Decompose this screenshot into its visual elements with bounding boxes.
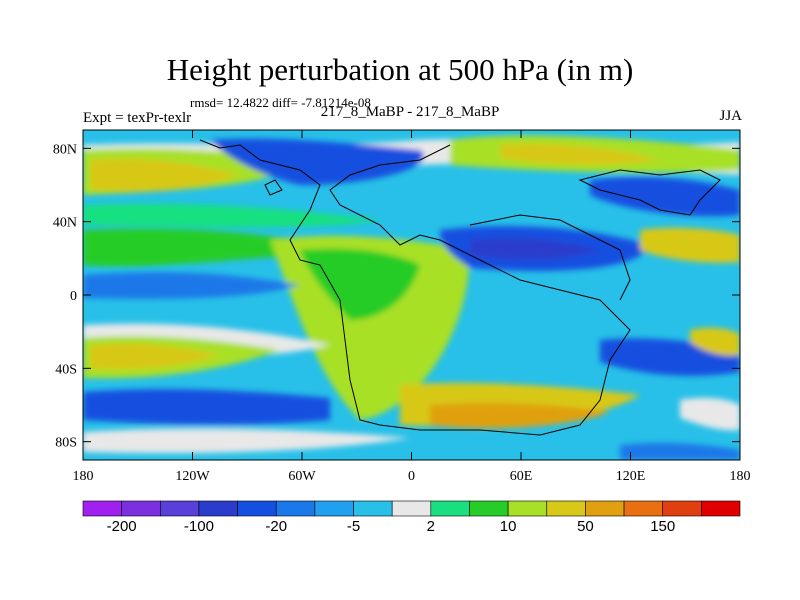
- y-tick-label: 40S: [55, 362, 77, 377]
- colorbar-label: -20: [265, 518, 287, 535]
- colorbar-swatch: [275, 500, 316, 517]
- colorbar-swatch: [623, 500, 664, 517]
- chart-title: Height perturbation at 500 hPa (in m): [166, 52, 634, 87]
- colorbar-swatch: [237, 500, 277, 517]
- x-tick-label: 60W: [288, 469, 316, 484]
- experiment-label: Expt = texPr-texlr: [83, 110, 192, 126]
- x-tick-label: 180: [73, 469, 94, 484]
- colorbar-label: 2: [427, 518, 435, 535]
- y-axis: 80N 40N 0 40S 80S: [53, 142, 740, 451]
- colorbar-label: -200: [107, 518, 137, 535]
- colorbar-label: 50: [577, 518, 594, 535]
- colorbar-swatch: [469, 500, 509, 517]
- colorbar-swatch: [82, 500, 122, 517]
- stats-line: rmsd= 12.4822 diff= -7.81214e-08: [190, 95, 371, 110]
- colorbar-swatch: [430, 500, 470, 517]
- y-tick-label: 80N: [53, 142, 77, 157]
- y-tick-label: 80S: [55, 436, 77, 451]
- colorbar-swatch: [585, 500, 625, 517]
- colorbar-label: -100: [184, 518, 214, 535]
- x-tick-label: 120E: [616, 469, 646, 484]
- x-tick-label: 180: [730, 469, 751, 484]
- colorbar-label: 150: [650, 518, 675, 535]
- colorbar-swatch: [701, 500, 741, 517]
- x-tick-label: 120W: [175, 469, 210, 484]
- colorbar: -200 -100 -20 -5 2 10 50 150: [82, 500, 741, 535]
- x-tick-label: 60E: [510, 469, 533, 484]
- colorbar-swatch: [662, 500, 702, 517]
- colorbar-swatch: [121, 500, 161, 517]
- colorbar-swatch: [159, 500, 200, 517]
- colorbar-swatch: [391, 500, 432, 517]
- colorbar-swatch: [546, 500, 586, 517]
- colorbar-label: -5: [347, 518, 360, 535]
- colorbar-swatch: [507, 500, 548, 517]
- colorbar-swatch: [353, 500, 393, 517]
- x-axis: 180 120W 60W 0 60E 120E 180: [73, 130, 751, 484]
- x-tick-label: 0: [408, 469, 415, 484]
- coastlines: [199, 139, 721, 436]
- colorbar-label: 10: [500, 518, 517, 535]
- colorbar-swatch: [198, 500, 238, 517]
- height-field: [83, 130, 740, 460]
- case-label: 217_8_MaBP - 217_8_MaBP: [320, 104, 500, 120]
- y-tick-label: 0: [70, 289, 77, 304]
- y-tick-label: 40N: [53, 216, 77, 231]
- colorbar-swatch: [314, 500, 354, 517]
- season-label: JJA: [719, 108, 742, 124]
